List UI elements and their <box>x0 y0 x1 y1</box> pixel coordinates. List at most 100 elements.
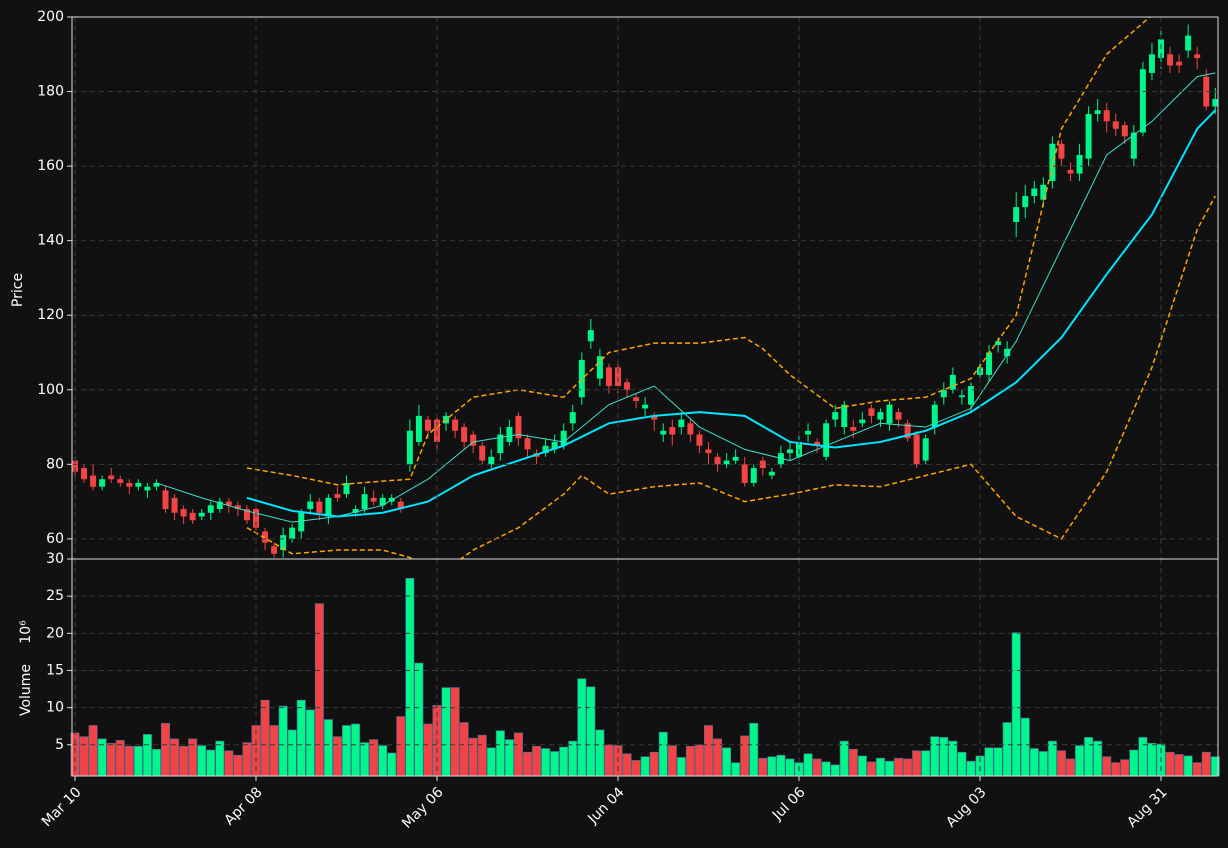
volume-bar <box>1192 762 1202 777</box>
candle-body <box>406 430 413 465</box>
candle-body <box>452 419 459 431</box>
volume-bar <box>694 744 704 777</box>
candle-body <box>615 367 621 387</box>
candle-body <box>316 501 323 513</box>
volume-bar <box>323 719 333 777</box>
volume-bar <box>477 734 487 777</box>
volume-bar <box>360 742 370 777</box>
overlay-line <box>246 17 1151 486</box>
candle-body <box>488 456 495 465</box>
volume-bar <box>1111 762 1121 777</box>
candle-body <box>687 423 694 435</box>
candle-body <box>1194 54 1201 59</box>
candle-body <box>1212 99 1218 107</box>
volume-bar <box>468 737 478 777</box>
volume-bar <box>1038 751 1048 777</box>
volume-bar <box>242 742 252 777</box>
candle-body <box>198 512 205 517</box>
candle-body <box>144 486 151 491</box>
volume-bar <box>966 760 976 777</box>
candle-body <box>931 404 938 428</box>
volume-bar <box>640 756 650 777</box>
candle-body <box>651 415 658 420</box>
volume-bar <box>197 745 207 777</box>
candle-body <box>569 412 576 424</box>
volume-bar <box>1102 756 1112 777</box>
candle-body <box>379 497 386 506</box>
candle-body <box>135 482 142 487</box>
candle-body <box>352 509 359 513</box>
y-tick-label: 80 <box>46 456 64 472</box>
candle-body <box>415 415 422 442</box>
y-tick-label: 120 <box>37 307 64 323</box>
candle-body <box>741 464 748 483</box>
volume-bar <box>296 699 306 777</box>
y-tick-label: 25 <box>46 588 64 604</box>
candle-body <box>986 352 993 375</box>
candle-body <box>243 509 250 521</box>
volume-bar <box>1174 754 1184 777</box>
candle-body <box>90 475 97 487</box>
candle-body <box>262 531 269 543</box>
candle-body <box>542 445 549 454</box>
candle-body <box>1049 143 1056 182</box>
y-tick-label: 100 <box>37 382 64 398</box>
candle-body <box>868 408 875 416</box>
candle-body <box>750 468 757 483</box>
volume-scale-label: 10⁶ <box>18 620 34 644</box>
volume-bar <box>857 755 867 777</box>
volume-bar <box>939 737 949 777</box>
volume-bar <box>604 744 614 777</box>
volume-bar <box>124 745 134 777</box>
y-tick-label: 140 <box>37 233 64 249</box>
candle-body <box>895 412 902 420</box>
volume-bar <box>685 745 695 777</box>
candle-body <box>596 356 603 379</box>
volume-bar <box>206 749 216 777</box>
candle-body <box>1103 110 1110 122</box>
candle-body <box>1058 143 1065 159</box>
candle-body <box>660 430 667 435</box>
volume-bar <box>88 725 98 777</box>
candle-body <box>99 479 106 487</box>
volume-bar <box>577 678 587 777</box>
candle-body <box>714 456 721 465</box>
candle-body <box>216 501 223 510</box>
volume-bar <box>351 723 361 777</box>
volume-bar <box>532 745 542 777</box>
volume-bar <box>703 725 713 777</box>
candle-body <box>117 479 124 483</box>
volume-bar <box>332 736 342 777</box>
volume-bar <box>894 757 904 777</box>
volume-bar <box>875 757 885 777</box>
y-tick-label: 180 <box>37 84 64 100</box>
candle-body <box>1121 125 1128 137</box>
candle-body <box>940 389 947 398</box>
volume-bar <box>749 722 759 777</box>
volume-bar <box>848 748 858 777</box>
candle-body <box>334 494 341 498</box>
volume-bar <box>839 740 849 777</box>
volume-axis-label: Volume <box>18 664 34 716</box>
volume-bar <box>450 687 460 777</box>
candle-body <box>72 460 78 472</box>
y-tick-label: 200 <box>37 9 64 25</box>
volume-bar <box>740 735 750 777</box>
candle-body <box>841 404 848 428</box>
candle-body <box>1185 35 1192 51</box>
y-tick-label: 5 <box>55 737 64 753</box>
candle-body <box>1022 195 1029 208</box>
candle-body <box>678 419 685 428</box>
candle-body <box>461 427 468 442</box>
volume-bar <box>1120 759 1130 777</box>
volume-bar <box>568 740 578 777</box>
candle-body <box>958 395 965 398</box>
volume-bar <box>658 731 668 777</box>
candle-body <box>271 546 278 554</box>
candle-body <box>759 460 766 469</box>
candle-body <box>633 397 640 401</box>
candle-body <box>705 449 712 454</box>
candle-body <box>1130 132 1137 159</box>
volume-bar <box>1129 749 1139 777</box>
